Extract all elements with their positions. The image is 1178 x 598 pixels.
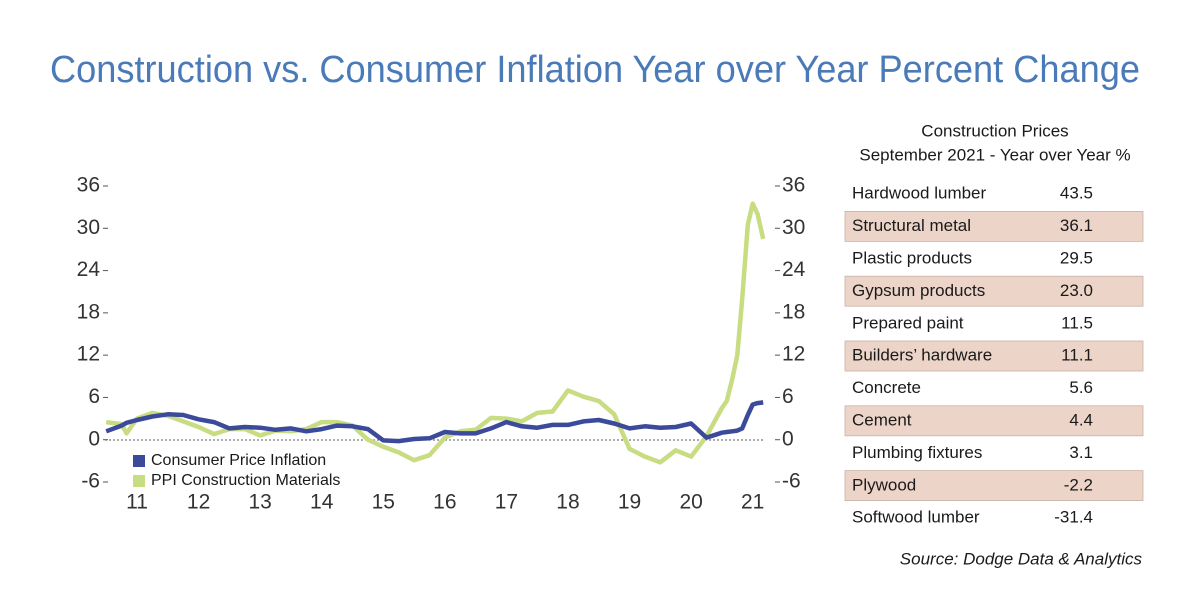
table-cell-name: Softwood lumber xyxy=(852,508,980,527)
table-cell-name: Hardwood lumber xyxy=(852,184,987,203)
y2-tick-label: 0 xyxy=(782,427,794,450)
y2-tick-label: 6 xyxy=(782,385,794,408)
table-cell-value: -2.2 xyxy=(1064,475,1093,494)
source: Source: Dodge Data & Analytics xyxy=(900,549,1143,568)
legend-swatch xyxy=(133,455,145,467)
y2-tick-label: -6 xyxy=(782,470,801,493)
table-cell-value: 3.1 xyxy=(1069,443,1093,462)
y-tick-label: 24 xyxy=(77,258,101,281)
table-cell-name: Plumbing fixtures xyxy=(852,443,982,462)
x-tick-label: 14 xyxy=(310,491,334,514)
legend-label: Consumer Price Inflation xyxy=(151,452,326,469)
table-cell-value: 4.4 xyxy=(1069,410,1093,429)
table-cell-name: Prepared paint xyxy=(852,313,964,332)
x-tick-label: 12 xyxy=(187,491,210,514)
table-cell-name: Gypsum products xyxy=(852,281,985,300)
y2-tick-label: 36 xyxy=(782,174,805,197)
table-cell-name: Structural metal xyxy=(852,216,971,235)
x-tick-label: 13 xyxy=(248,491,271,514)
table-cell-value: 11.1 xyxy=(1061,346,1093,365)
x-tick-label: 11 xyxy=(126,491,148,514)
table-row-shade xyxy=(844,275,1144,307)
y2-tick-label: 24 xyxy=(782,258,806,281)
table-cell-value: -31.4 xyxy=(1054,508,1093,527)
table-title: Construction Prices xyxy=(921,121,1068,140)
table-cell-name: Builders’ hardware xyxy=(852,346,992,365)
table-cell-value: 43.5 xyxy=(1060,184,1093,203)
legend-swatch xyxy=(133,475,145,487)
y2-tick-label: 30 xyxy=(782,216,805,239)
y-tick-label: 30 xyxy=(77,216,100,239)
table-row-shade xyxy=(844,470,1144,502)
table-cell-value: 36.1 xyxy=(1060,216,1093,235)
chart-title: Construction vs. Consumer Inflation Year… xyxy=(50,49,1140,91)
table-cell-value: 23.0 xyxy=(1060,281,1093,300)
table-cell-name: Plastic products xyxy=(852,248,972,267)
y2-tick-label: 18 xyxy=(782,300,805,323)
x-tick-label: 18 xyxy=(556,491,579,514)
table-cell-name: Concrete xyxy=(852,378,921,397)
x-tick-label: 19 xyxy=(618,491,641,514)
x-tick-label: 16 xyxy=(433,491,456,514)
table-subtitle: September 2021 - Year over Year % xyxy=(859,145,1130,164)
x-tick-label: 15 xyxy=(372,491,395,514)
y-tick-label: 12 xyxy=(77,343,100,366)
table-cell-value: 5.6 xyxy=(1069,378,1093,397)
table-row-shade xyxy=(844,405,1144,437)
table-cell-name: Plywood xyxy=(852,475,916,494)
y-tick-label: 18 xyxy=(77,300,100,323)
x-tick-label: 20 xyxy=(679,491,702,514)
x-tick-label: 21 xyxy=(741,491,764,514)
table-cell-value: 11.5 xyxy=(1061,313,1093,332)
y-tick-label: 0 xyxy=(88,427,100,450)
series-line xyxy=(105,400,764,444)
table-cell-name: Cement xyxy=(852,410,912,429)
table-cell-value: 29.5 xyxy=(1060,248,1093,267)
y-tick-label: -6 xyxy=(81,470,100,493)
table-row-shade xyxy=(844,210,1144,242)
y-tick-label: 6 xyxy=(88,385,100,408)
x-tick-label: 17 xyxy=(495,491,518,514)
legend-label: PPI Construction Materials xyxy=(151,472,340,489)
table-row-shade xyxy=(844,340,1144,372)
series-line xyxy=(105,201,766,465)
y-tick-label: 36 xyxy=(77,174,100,197)
y2-tick-label: 12 xyxy=(782,343,805,366)
